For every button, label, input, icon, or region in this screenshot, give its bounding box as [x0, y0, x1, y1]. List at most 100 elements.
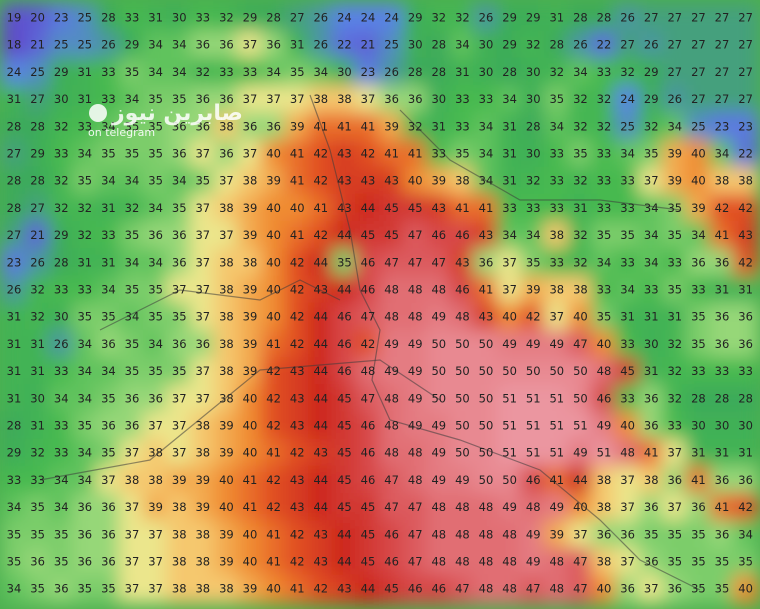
temperature-cell [662, 248, 688, 278]
temperature-label: 34 [125, 310, 140, 324]
temperature-label: 47 [431, 255, 446, 269]
temperature-cell [685, 166, 712, 196]
temperature-cell [709, 384, 735, 414]
temperature-cell [638, 438, 664, 468]
temperature-cell [685, 57, 712, 87]
temperature-label: 28 [691, 391, 706, 405]
temperature-cell [520, 248, 546, 278]
temperature-label: 34 [77, 473, 92, 487]
temperature-cell [496, 139, 523, 169]
temperature-label: 36 [597, 527, 612, 541]
temperature-label: 36 [479, 255, 494, 269]
temperature-label: 22 [337, 38, 352, 52]
temperature-cell [48, 329, 74, 359]
temperature-label: 31 [715, 283, 730, 297]
temperature-cell [638, 112, 664, 142]
temperature-label: 35 [290, 65, 305, 79]
temperature-cell [378, 438, 405, 468]
temperature-cell [402, 547, 428, 577]
temperature-label: 47 [573, 337, 588, 351]
temperature-cell [426, 574, 452, 604]
temperature-label: 28 [738, 391, 753, 405]
temperature-label: 35 [101, 582, 116, 596]
temperature-cell [426, 493, 452, 523]
temperature-cell [1, 248, 27, 278]
temperature-label: 40 [573, 500, 588, 514]
temperature-cell [638, 275, 664, 305]
temperature-label: 37 [125, 527, 140, 541]
temperature-label: 45 [361, 500, 376, 514]
temperature-label: 34 [479, 174, 494, 188]
temperature-label: 35 [691, 310, 706, 324]
temperature-cell [662, 275, 688, 305]
temperature-label: 44 [313, 391, 328, 405]
temperature-label: 32 [573, 92, 588, 106]
temperature-label: 39 [243, 228, 258, 242]
temperature-label: 19 [7, 11, 22, 25]
temperature-cell [567, 30, 594, 60]
temperature-label: 34 [54, 500, 69, 514]
temperature-cell [685, 30, 712, 60]
temperature-label: 48 [597, 364, 612, 378]
temperature-cell [166, 493, 192, 523]
temperature-label: 31 [7, 364, 22, 378]
temperature-cell [473, 112, 499, 142]
temperature-cell [308, 329, 334, 359]
temperature-label: 37 [290, 92, 305, 106]
temperature-label: 37 [125, 446, 140, 460]
temperature-label: 40 [290, 201, 305, 215]
temperature-cell [72, 166, 98, 196]
temperature-cell [260, 3, 287, 33]
temperature-label: 50 [455, 391, 470, 405]
temperature-cell [166, 329, 192, 359]
temperature-label: 30 [54, 310, 69, 324]
temperature-label: 34 [172, 174, 187, 188]
temperature-cell [709, 493, 735, 523]
temperature-cell [638, 302, 664, 332]
temperature-label: 33 [455, 119, 470, 133]
temperature-cell [119, 166, 145, 196]
temperature-cell [567, 465, 594, 495]
temperature-cell [213, 139, 240, 169]
temperature-label: 27 [691, 38, 706, 52]
temperature-cell [331, 520, 358, 550]
temperature-label: 26 [30, 255, 45, 269]
temperature-cell [355, 302, 381, 332]
temperature-label: 50 [479, 391, 494, 405]
temperature-label: 45 [337, 473, 352, 487]
temperature-cell [378, 166, 405, 196]
temperature-label: 27 [738, 11, 753, 25]
temperature-label: 33 [243, 65, 258, 79]
temperature-cell [355, 574, 381, 604]
temperature-label: 25 [54, 38, 69, 52]
temperature-label: 44 [313, 419, 328, 433]
temperature-label: 33 [620, 391, 635, 405]
temperature-label: 36 [644, 391, 659, 405]
temperature-label: 34 [54, 473, 69, 487]
temperature-label: 41 [361, 119, 376, 133]
temperature-cell [591, 85, 617, 115]
temperature-label: 33 [597, 174, 612, 188]
temperature-cell [213, 520, 240, 550]
temperature-label: 49 [573, 446, 588, 460]
temperature-label: 36 [195, 92, 210, 106]
temperature-cell [213, 57, 240, 87]
temperature-cell [426, 302, 452, 332]
temperature-label: 35 [30, 582, 45, 596]
temperature-label: 45 [384, 201, 399, 215]
temperature-cell [732, 85, 759, 115]
temperature-cell [284, 57, 310, 87]
temperature-label: 39 [243, 201, 258, 215]
temperature-cell [567, 85, 594, 115]
temperature-label: 38 [219, 337, 234, 351]
temperature-label: 32 [573, 228, 588, 242]
temperature-cell [24, 221, 51, 251]
temperature-cell [567, 275, 594, 305]
temperature-label: 33 [620, 337, 635, 351]
temperature-cell [355, 520, 381, 550]
temperature-cell [213, 275, 240, 305]
temperature-cell [119, 85, 145, 115]
temperature-cell [709, 85, 735, 115]
temperature-label: 42 [266, 473, 281, 487]
temperature-label: 36 [620, 582, 635, 596]
